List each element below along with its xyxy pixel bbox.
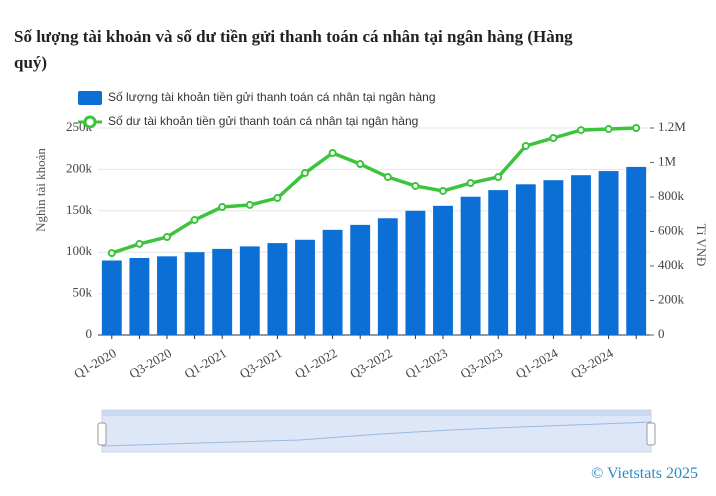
line-point [466,179,475,188]
slider-handle[interactable] [97,422,107,446]
y-tick-label: 100k [66,243,93,258]
line-point [549,134,558,143]
y-tick-label: 200k [66,160,93,175]
line-point [107,249,116,258]
y2-tick-label: 400k [658,257,685,272]
bar [295,239,315,335]
y-axis-title: Nghìn tài khoản [33,148,48,232]
x-tick-label: Q1-2023 [402,345,450,381]
source: © Vietstats 2025 [591,465,698,482]
line-point [190,215,199,224]
line-point [218,203,227,212]
x-tick-label: Q1-2024 [513,345,561,381]
bar [515,184,536,335]
line-point [356,160,365,169]
legend-marker [83,115,97,129]
bar [433,205,453,335]
x-tick-label: Q1-2020 [71,345,119,381]
line-point [135,239,144,248]
line-point [521,141,530,150]
bar [405,210,426,335]
legend-label: Số dư tài khoản tiền gửi thanh toán cá n… [108,114,418,128]
slider-track [101,409,652,453]
y-tick-label: 0 [86,326,93,341]
chart-title: Số lượng tài khoản và số dư tiền gửi tha… [14,27,573,72]
line-point [328,149,337,158]
line-point [494,172,503,181]
x-tick-label: Q1-2022 [292,345,340,381]
line [111,126,637,255]
line-point [163,233,171,242]
line-point [632,124,641,132]
x-tick-label: Q3-2020 [126,345,174,381]
y2-axis-title: Tỉ VNĐ [694,224,709,267]
y2-tick-label: 1.2M [658,119,686,134]
line-point [383,172,392,181]
line-point [411,181,420,190]
bar [626,166,647,335]
bar [488,190,509,335]
bar [101,260,122,335]
y2-tick-label: 600k [658,222,685,237]
bar [543,180,564,335]
bar [350,224,371,335]
x-tick-label: Q3-2023 [458,345,506,381]
y-tick-label: 50k [73,285,93,300]
bar [157,256,177,335]
line-point [604,125,613,134]
bar [212,248,233,335]
line-point [301,169,309,178]
slider-bar [102,410,651,416]
x-tick-label: Q3-2022 [347,345,395,381]
line-point [273,194,282,203]
bar [322,229,343,335]
legend-swatch [78,91,102,105]
zoom-slider[interactable] [97,409,656,453]
x-tick-label: Q3-2021 [237,345,285,381]
bar [460,196,481,335]
y2-tick-label: 800k [658,188,685,203]
bar [377,218,398,335]
y2-tick-label: 0 [658,326,665,341]
line-point [439,186,447,195]
bar [571,175,591,335]
line-point [245,200,254,209]
bar [239,246,260,335]
slider-preview [101,421,652,447]
bar [598,171,619,335]
bar [267,243,288,335]
x-tick-label: Q3-2024 [568,345,616,381]
bar [129,257,150,335]
bar [184,252,205,335]
x-tick-label: Q1-2021 [182,345,230,381]
y2-tick-label: 1M [658,153,677,168]
line-point [577,126,585,135]
slider-handle[interactable] [646,422,656,446]
y2-tick-label: 200k [658,291,685,306]
y-tick-label: 150k [66,202,93,217]
legend-label: Số lượng tài khoản tiền gửi thanh toán c… [108,90,436,104]
